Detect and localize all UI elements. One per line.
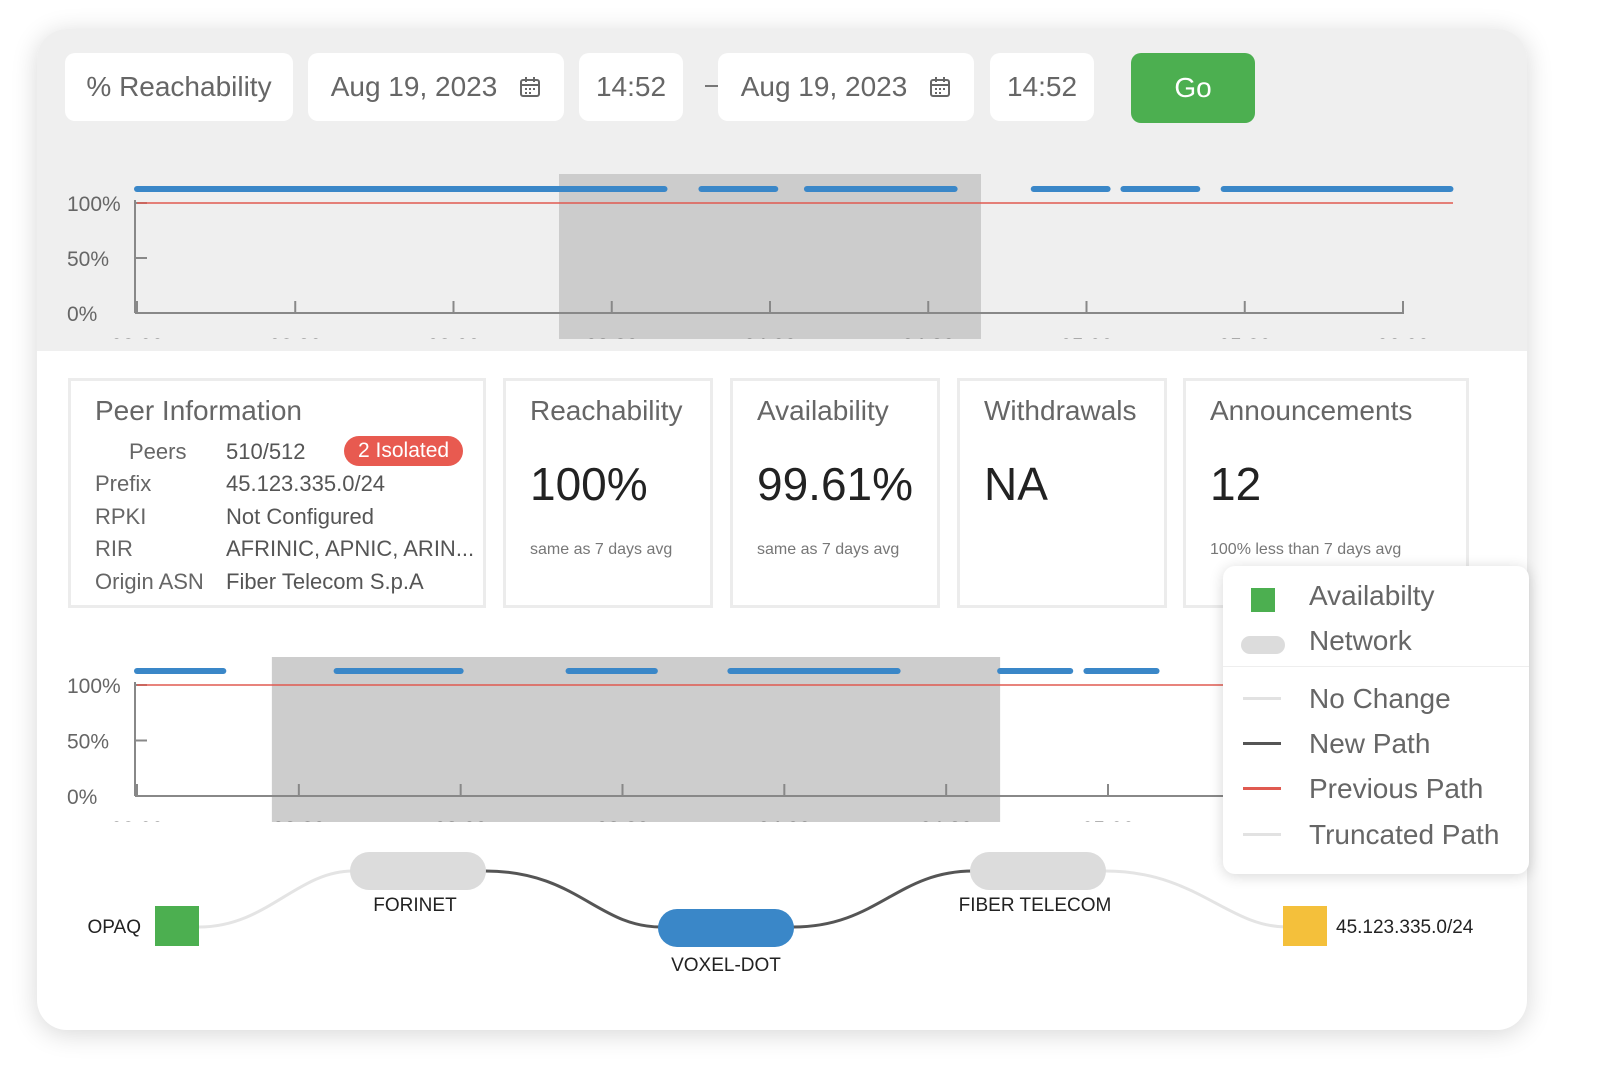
voxel-dot-node bbox=[658, 909, 794, 947]
rpki-value: Not Configured bbox=[226, 504, 374, 529]
path-link bbox=[792, 869, 974, 929]
x-tick-label: 06:00 bbox=[1377, 335, 1430, 339]
fiber-telecom-label: FIBER TELECOM bbox=[959, 895, 1112, 916]
reachability-panel: Reachability 100% same as 7 days avg bbox=[503, 378, 713, 608]
peers-label: Peers bbox=[129, 439, 187, 464]
end-date-input[interactable]: Aug 19, 2023 bbox=[718, 53, 974, 121]
stat-title: Availability bbox=[757, 395, 889, 426]
start-date-value: Aug 19, 2023 bbox=[330, 71, 498, 102]
stat-value: 12 bbox=[1210, 458, 1262, 510]
start-time-value: 14:52 bbox=[595, 71, 667, 102]
availability-panel: Availability 99.61% same as 7 days avg bbox=[730, 378, 940, 608]
x-tick-label: 03:00 bbox=[434, 818, 487, 822]
rir-label: RIR bbox=[95, 536, 133, 561]
fiber-telecom-node bbox=[970, 852, 1106, 890]
stat-subtext: same as 7 days avg bbox=[530, 541, 673, 558]
start-date-input[interactable]: Aug 19, 2023 bbox=[308, 53, 564, 121]
range-separator bbox=[705, 85, 727, 87]
rpki-label: RPKI bbox=[95, 504, 147, 529]
availability-chart[interactable]: 100% 50% 0% 02:00 02:30 03:00 03:30 04:00 04:30 0… bbox=[37, 622, 1227, 822]
stat-value: 99.61% bbox=[757, 458, 914, 510]
end-time-value: 14:52 bbox=[1006, 71, 1078, 102]
peer-information-title: Peer Information bbox=[95, 395, 302, 426]
legend-availability: Availabilty bbox=[1309, 580, 1435, 611]
origin-asn-label: Origin ASN bbox=[95, 569, 204, 594]
y-tick-label: 50% bbox=[67, 731, 109, 754]
x-tick-label: 05:00 bbox=[1060, 335, 1113, 339]
stat-subtext: 100% less than 7 days avg bbox=[1210, 541, 1402, 558]
truncated-path-swatch bbox=[1243, 833, 1281, 836]
voxel-dot-label: VOXEL-DOT bbox=[671, 955, 781, 976]
calendar-icon[interactable] bbox=[519, 76, 541, 98]
legend-network: Network bbox=[1309, 625, 1412, 656]
x-tick-label: 02:30 bbox=[269, 335, 322, 339]
calendar-icon[interactable] bbox=[929, 76, 951, 98]
go-button[interactable]: Go bbox=[1131, 53, 1255, 123]
destination-label: 45.123.335.0/24 bbox=[1336, 917, 1474, 938]
legend-divider bbox=[1223, 666, 1529, 667]
y-tick-label: 100% bbox=[67, 193, 121, 216]
new-path-swatch bbox=[1243, 742, 1281, 745]
selection-range bbox=[559, 174, 981, 339]
x-tick-label: 04:30 bbox=[902, 335, 955, 339]
legend-popup: Availabilty Network No Change New Path P… bbox=[1223, 566, 1529, 874]
x-tick-label: 02:00 bbox=[111, 818, 164, 822]
x-tick-label: 02:30 bbox=[273, 818, 326, 822]
stat-value: 100% bbox=[530, 458, 648, 510]
y-tick-label: 100% bbox=[67, 675, 121, 698]
x-tick-label: 04:00 bbox=[744, 335, 797, 339]
legend-new-path: New Path bbox=[1309, 728, 1431, 759]
metric-select-label: % Reachability bbox=[86, 71, 272, 102]
stat-value: NA bbox=[984, 458, 1048, 510]
as-path-diagram: OPAQ FORINET VOXEL-DOT FIBER TELECOM 45.… bbox=[88, 852, 1474, 976]
dashboard-card: % Reachability Aug 19, 2023 14:52 Aug 19… bbox=[37, 29, 1527, 1030]
x-tick-label: 02:00 bbox=[111, 335, 164, 339]
peer-information-panel: Peer Information Peers 510/512 2 Isolate… bbox=[68, 378, 486, 608]
no-change-swatch bbox=[1243, 697, 1281, 700]
y-tick-label: 0% bbox=[67, 303, 97, 326]
x-tick-label: 05:30 bbox=[1218, 335, 1271, 339]
prefix-value: 45.123.335.0/24 bbox=[226, 471, 386, 496]
x-tick-label: 03:30 bbox=[596, 818, 649, 822]
availability-swatch bbox=[1251, 588, 1275, 612]
origin-node bbox=[155, 906, 199, 946]
end-time-input[interactable]: 14:52 bbox=[990, 53, 1094, 121]
metric-select[interactable]: % Reachability bbox=[65, 53, 293, 121]
withdrawals-panel: Withdrawals NA bbox=[957, 378, 1167, 608]
previous-path-swatch bbox=[1243, 787, 1281, 790]
forinet-node bbox=[350, 852, 486, 890]
origin-asn-value: Fiber Telecom S.p.A bbox=[226, 569, 424, 594]
selection-range bbox=[271, 657, 1001, 822]
path-link bbox=[198, 869, 354, 929]
isolated-badge[interactable]: 2 Isolated bbox=[344, 436, 464, 466]
x-tick-label: 05:00 bbox=[1082, 818, 1135, 822]
x-tick-label: 03:30 bbox=[585, 335, 638, 339]
path-link bbox=[484, 869, 662, 929]
rir-value: AFRINIC, APNIC, ARIN... bbox=[226, 536, 475, 561]
network-swatch bbox=[1241, 636, 1285, 654]
legend-truncated-path: Truncated Path bbox=[1309, 819, 1500, 850]
start-time-input[interactable]: 14:52 bbox=[579, 53, 683, 121]
stat-title: Announcements bbox=[1210, 395, 1413, 426]
destination-node bbox=[1283, 906, 1327, 946]
forinet-label: FORINET bbox=[373, 895, 457, 916]
stat-title: Reachability bbox=[530, 395, 683, 426]
x-tick-label: 03:00 bbox=[427, 335, 480, 339]
end-date-value: Aug 19, 2023 bbox=[740, 71, 908, 102]
legend-previous-path: Previous Path bbox=[1309, 773, 1484, 804]
origin-label: OPAQ bbox=[88, 917, 142, 938]
legend-no-change: No Change bbox=[1309, 683, 1451, 714]
stat-title: Withdrawals bbox=[984, 395, 1137, 426]
peers-value: 510/512 bbox=[226, 439, 306, 464]
y-tick-label: 0% bbox=[67, 786, 97, 809]
reachability-chart[interactable]: 100% 50% 0% 02:00 02:30 03:00 03:30 04:00 04:30 0… bbox=[37, 139, 1527, 339]
y-tick-label: 50% bbox=[67, 248, 109, 271]
path-link bbox=[1104, 869, 1288, 929]
x-tick-label: 04:30 bbox=[920, 818, 973, 822]
prefix-label: Prefix bbox=[95, 471, 152, 496]
stat-subtext: same as 7 days avg bbox=[757, 541, 900, 558]
x-tick-label: 04:00 bbox=[758, 818, 811, 822]
